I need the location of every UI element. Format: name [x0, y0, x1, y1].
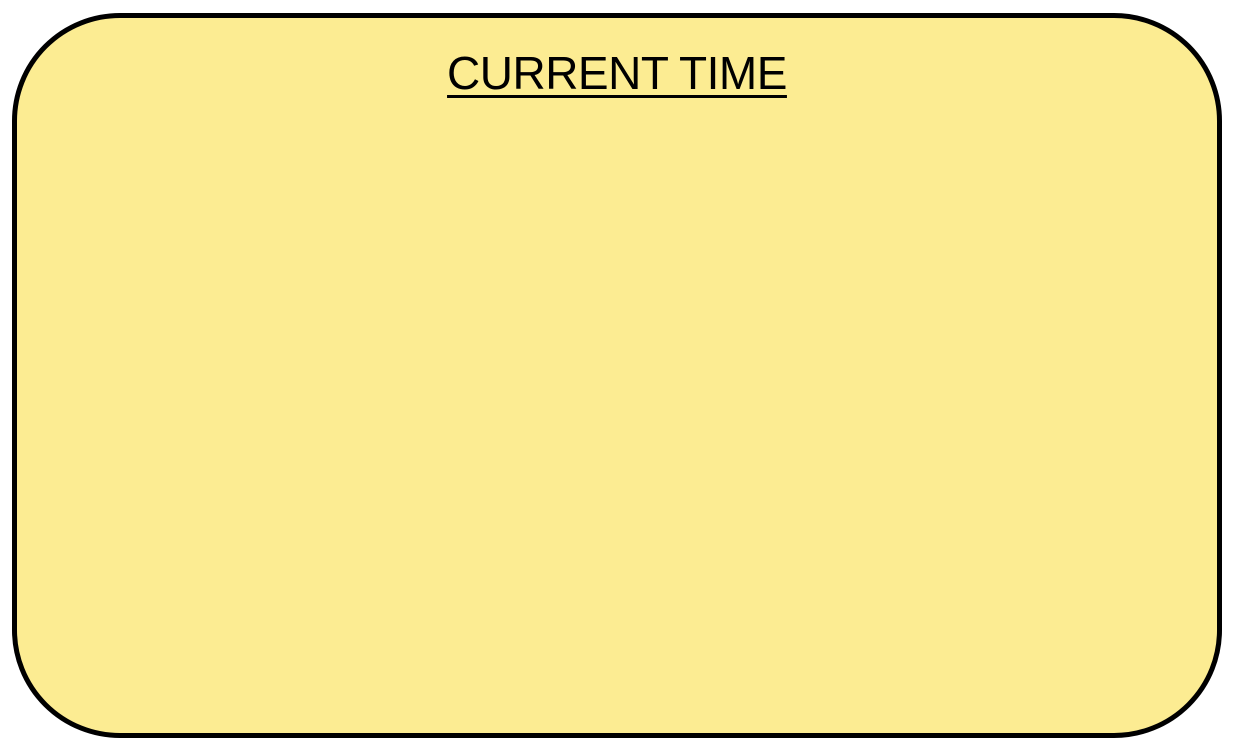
card-body — [57, 138, 1177, 693]
current-time-card: CURRENT TIME — [12, 13, 1222, 738]
card-title: CURRENT TIME — [447, 47, 787, 99]
